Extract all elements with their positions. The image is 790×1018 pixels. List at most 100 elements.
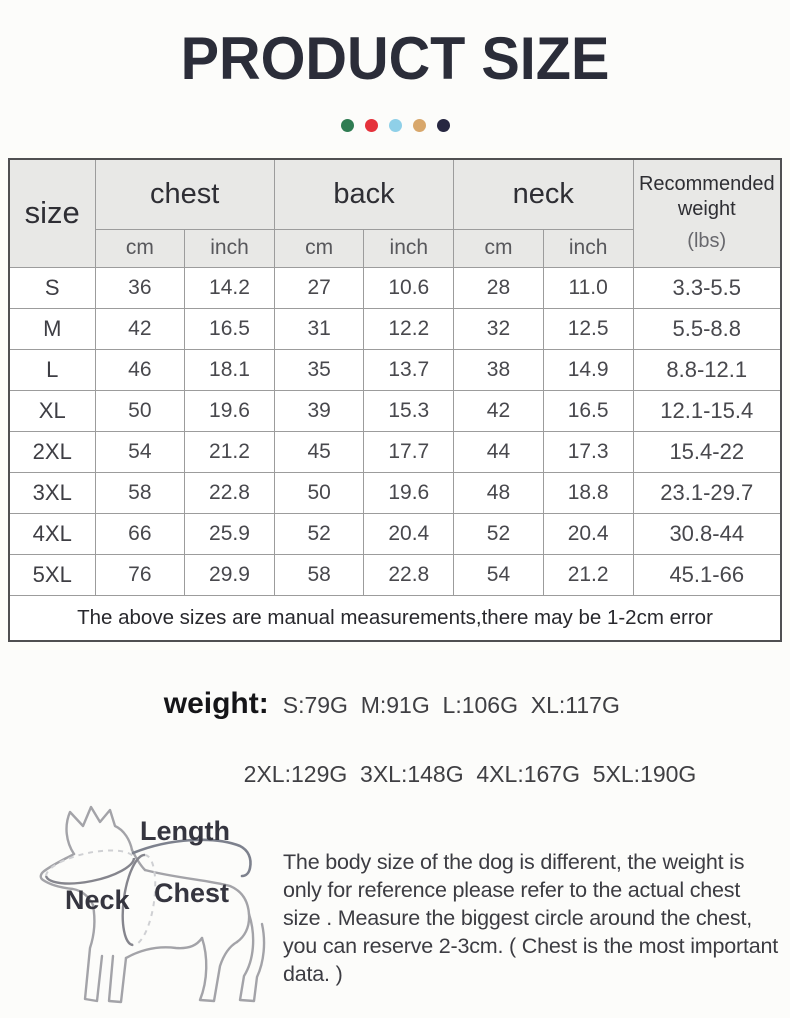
- measurement-cell: 52: [453, 512, 544, 555]
- column-header-chest: chest: [94, 158, 275, 230]
- accent-dot: [340, 119, 354, 132]
- table-row: M 42 16.5 31 12.2 32 12.5 5.5-8.8: [8, 307, 782, 350]
- size-cell: L: [8, 348, 96, 391]
- weight-label: weight:: [163, 687, 269, 720]
- measurement-cell: 16.5: [184, 307, 275, 350]
- weight-info: weight: S:79G M:91G L:106G XL:117G 2XL:12…: [0, 660, 790, 788]
- measurement-cell: 14.2: [184, 266, 275, 309]
- measurement-cell: 18.1: [184, 348, 275, 391]
- size-cell: 5XL: [8, 553, 96, 596]
- measurement-cell: 21.2: [184, 430, 275, 473]
- dog-illustration: Length Neck Chest: [39, 805, 266, 1004]
- measurement-cell: 12.5: [542, 307, 634, 350]
- measurement-cell: 28: [453, 266, 544, 309]
- weight-range-cell: 3.3-5.5: [632, 266, 782, 309]
- table-note-row: The above sizes are manual measurements,…: [8, 594, 782, 642]
- measurement-cell: 17.3: [542, 430, 634, 473]
- weight-range-cell: 5.5-8.8: [632, 307, 782, 350]
- measurement-cell: 45: [273, 430, 365, 473]
- measurement-cell: 39: [273, 389, 365, 432]
- accent-dot: [412, 119, 426, 132]
- measurement-cell: 50: [94, 389, 186, 432]
- column-header-neck: neck: [453, 158, 634, 230]
- weight-range-cell: 30.8-44: [632, 512, 782, 555]
- unit-header-chest-cm: cm: [94, 228, 186, 268]
- measurement-cell: 36: [94, 266, 186, 309]
- table-row: 4XL 66 25.9 52 20.4 52 20.4 30.8-44: [8, 512, 782, 555]
- measurement-cell: 42: [453, 389, 544, 432]
- weight-line-2: 2XL:129G 3XL:148G 4XL:167G 5XL:190G: [243, 761, 697, 787]
- measurement-cell: 22.8: [363, 553, 455, 596]
- recommended-weight-line2: weight: [677, 198, 736, 221]
- measurement-cell: 66: [94, 512, 186, 555]
- length-line: [131, 838, 252, 878]
- page-title: PRODUCT SIZE: [180, 25, 610, 92]
- accent-dot: [436, 119, 450, 132]
- size-cell: S: [8, 266, 96, 309]
- measurement-cell: 32: [453, 307, 544, 350]
- measurement-cell: 54: [94, 430, 186, 473]
- table-row: S 36 14.2 27 10.6 28 11.0 3.3-5.5: [8, 266, 782, 309]
- measurement-cell: 54: [453, 553, 544, 596]
- weight-line-1: weight: S:79G M:91G L:106G XL:117G: [0, 660, 790, 748]
- column-header-back: back: [273, 158, 455, 230]
- measurement-cell: 31: [273, 307, 365, 350]
- weight-range-cell: 12.1-15.4: [632, 389, 782, 432]
- measurement-cell: 58: [273, 553, 365, 596]
- measurement-cell: 25.9: [184, 512, 275, 555]
- unit-header-back-inch: inch: [363, 228, 455, 268]
- table-row: L 46 18.1 35 13.7 38 14.9 8.8-12.1: [8, 348, 782, 391]
- measurement-cell: 22.8: [184, 471, 275, 514]
- measurement-lines: [44, 838, 252, 947]
- measurement-cell: 42: [94, 307, 186, 350]
- measurement-cell: 16.5: [542, 389, 634, 432]
- measurement-cell: 13.7: [363, 348, 455, 391]
- measurement-cell: 20.4: [363, 512, 455, 555]
- table-row: XL 50 19.6 39 15.3 42 16.5 12.1-15.4: [8, 389, 782, 432]
- measurement-cell: 76: [94, 553, 186, 596]
- measurement-cell: 14.9: [542, 348, 634, 391]
- unit-header-chest-inch: inch: [184, 228, 275, 268]
- unit-header-back-cm: cm: [273, 228, 365, 268]
- measuring-guide-section: Length Neck Chest The body size of the d…: [0, 796, 790, 1018]
- measurement-note: The above sizes are manual measurements,…: [8, 594, 782, 642]
- measurement-cell: 46: [94, 348, 186, 391]
- accent-dot: [388, 119, 402, 132]
- measurement-cell: 27: [273, 266, 365, 309]
- measurement-cell: 20.4: [542, 512, 634, 555]
- measurement-cell: 19.6: [363, 471, 455, 514]
- neck-loop-back: [45, 849, 135, 877]
- weight-range-cell: 45.1-66: [632, 553, 782, 596]
- neck-label: Neck: [65, 885, 131, 915]
- size-cell: 3XL: [8, 471, 96, 514]
- measurement-cell: 17.7: [363, 430, 455, 473]
- weight-range-cell: 8.8-12.1: [632, 348, 782, 391]
- table-row: 5XL 76 29.9 58 22.8 54 21.2 45.1-66: [8, 553, 782, 596]
- size-cell: M: [8, 307, 96, 350]
- recommended-weight-unit: (lbs): [687, 230, 727, 253]
- length-label: Length: [140, 816, 230, 846]
- chest-label: Chest: [154, 878, 229, 908]
- measurement-cell: 38: [453, 348, 544, 391]
- column-header-recommended-weight: Recommended weight (lbs): [632, 158, 782, 268]
- chest-loop-front: [121, 853, 146, 947]
- unit-header-neck-cm: cm: [453, 228, 544, 268]
- recommended-weight-line1: Recommended: [638, 173, 775, 196]
- weight-range-cell: 23.1-29.7: [632, 471, 782, 514]
- measurement-cell: 44: [453, 430, 544, 473]
- measurement-cell: 52: [273, 512, 365, 555]
- measurement-cell: 18.8: [542, 471, 634, 514]
- table-header-row: size chest back neck Recommended weight …: [8, 158, 782, 268]
- dog-measurement-diagram: Length Neck Chest: [30, 796, 280, 1018]
- measurement-cell: 11.0: [542, 266, 634, 309]
- unit-header-neck-inch: inch: [542, 228, 634, 268]
- measurement-cell: 29.9: [184, 553, 275, 596]
- measurement-cell: 21.2: [542, 553, 634, 596]
- measurement-cell: 19.6: [184, 389, 275, 432]
- table-row: 3XL 58 22.8 50 19.6 48 18.8 23.1-29.7: [8, 471, 782, 514]
- size-cell: 2XL: [8, 430, 96, 473]
- weight-range-cell: 15.4-22: [632, 430, 782, 473]
- measurement-cell: 48: [453, 471, 544, 514]
- measurement-cell: 12.2: [363, 307, 455, 350]
- column-header-size: size: [8, 158, 96, 268]
